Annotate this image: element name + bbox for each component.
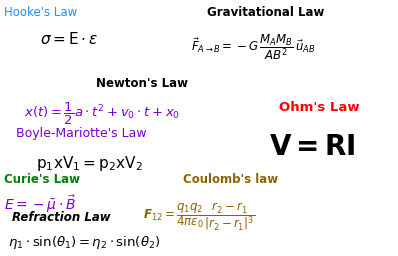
Text: $\boldsymbol{F}_{12} = \dfrac{q_1 q_2}{4\pi\epsilon_0}\dfrac{r_2 - r_1}{|r_2 - r: $\boldsymbol{F}_{12} = \dfrac{q_1 q_2}{4… <box>143 201 256 232</box>
Text: $x(t) = \dfrac{1}{2}a \cdot t^2 + v_0 \cdot t + x_0$: $x(t) = \dfrac{1}{2}a \cdot t^2 + v_0 \c… <box>24 101 180 127</box>
Text: $\mathbf{V = RI}$: $\mathbf{V = RI}$ <box>269 133 355 161</box>
Text: Boyle-Mariotte's Law: Boyle-Mariotte's Law <box>16 127 146 140</box>
Text: Hooke's Law: Hooke's Law <box>4 6 77 19</box>
Text: $\sigma = \mathrm{E} \cdot \varepsilon$: $\sigma = \mathrm{E} \cdot \varepsilon$ <box>40 31 98 47</box>
Text: Refraction Law: Refraction Law <box>12 211 111 224</box>
Text: $\vec{F}_{A\rightarrow B} = -G\,\dfrac{M_A M_B}{AB^2}\,\vec{u}_{AB}$: $\vec{F}_{A\rightarrow B} = -G\,\dfrac{M… <box>191 32 316 62</box>
Text: Coulomb's law: Coulomb's law <box>183 173 278 186</box>
Text: $\mathrm{p_1 x V_1 = p_2 x V_2}$: $\mathrm{p_1 x V_1 = p_2 x V_2}$ <box>36 154 143 173</box>
Text: $E = -\bar{\mu} \cdot \vec{B}$: $E = -\bar{\mu} \cdot \vec{B}$ <box>4 193 76 215</box>
Text: Gravitational Law: Gravitational Law <box>207 6 324 19</box>
Text: $\eta_1 \cdot \sin\!\left(\theta_1\right) = \eta_2 \cdot \sin\!\left(\theta_2\ri: $\eta_1 \cdot \sin\!\left(\theta_1\right… <box>8 234 160 251</box>
Text: Ohm's Law: Ohm's Law <box>279 101 359 114</box>
Text: Newton's Law: Newton's Law <box>96 77 187 90</box>
Text: Curie's Law: Curie's Law <box>4 173 80 186</box>
